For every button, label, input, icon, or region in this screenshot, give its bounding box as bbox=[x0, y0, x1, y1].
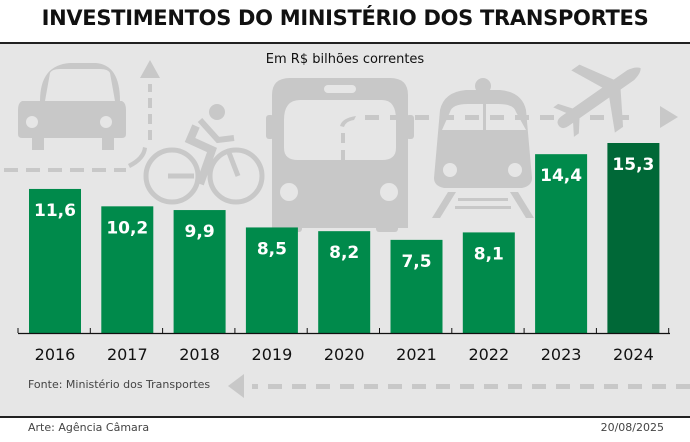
bar-2019 bbox=[245, 227, 298, 333]
bar-2018 bbox=[173, 210, 226, 333]
train-icon bbox=[432, 78, 534, 218]
dashed-arrow-up-icon bbox=[4, 60, 160, 172]
title-divider bbox=[0, 42, 690, 44]
x-tick-label: 2022 bbox=[468, 345, 509, 364]
bus-icon bbox=[266, 78, 414, 232]
chart-subtitle: Em R$ bilhões correntes bbox=[265, 52, 425, 67]
bar-value-label: 9,9 bbox=[185, 222, 215, 242]
bicycle-icon bbox=[143, 117, 265, 205]
bar-2024 bbox=[607, 143, 660, 333]
dashed-arrow-left-icon bbox=[228, 374, 690, 398]
bar-2021 bbox=[390, 239, 443, 333]
bar-value-label: 8,5 bbox=[257, 239, 287, 259]
bar-value-label: 8,2 bbox=[329, 243, 359, 263]
x-tick-label: 2024 bbox=[613, 345, 654, 364]
source-note: Fonte: Ministério dos Transportes bbox=[28, 378, 211, 391]
bar-value-label: 8,1 bbox=[474, 244, 504, 264]
publish-date: 20/08/2025 bbox=[600, 421, 664, 434]
bar-value-label: 14,4 bbox=[540, 166, 582, 186]
credit-note: Arte: Agência Câmara bbox=[28, 421, 150, 434]
chart-title: INVESTIMENTOS DO MINISTÉRIO DOS TRANSPOR… bbox=[41, 6, 649, 30]
background-icons bbox=[4, 60, 690, 398]
dashed-arrow-right-icon bbox=[340, 106, 678, 227]
x-tick-label: 2021 bbox=[396, 345, 437, 364]
bar-2020 bbox=[318, 231, 371, 333]
airplane-icon bbox=[553, 64, 641, 137]
bar-2016 bbox=[29, 188, 81, 333]
car-icon bbox=[18, 63, 126, 150]
bar-2023 bbox=[535, 154, 588, 333]
x-tick-label: 2018 bbox=[179, 345, 220, 364]
bar-value-label: 7,5 bbox=[401, 252, 431, 272]
cyclist-head bbox=[209, 104, 225, 120]
x-tick-label: 2020 bbox=[324, 345, 365, 364]
bar-2017 bbox=[101, 206, 154, 333]
bar-value-label: 11,6 bbox=[34, 201, 76, 221]
x-tick-label: 2023 bbox=[541, 345, 582, 364]
x-axis: 2016 2017 2018 2019 2020 2021 2022 2023 2024 bbox=[17, 328, 670, 364]
footer-divider bbox=[0, 416, 690, 418]
bar-2022 bbox=[462, 232, 515, 333]
x-tick-label: 2016 bbox=[35, 345, 76, 364]
bar-value-label: 15,3 bbox=[612, 155, 654, 175]
x-tick-label: 2017 bbox=[107, 345, 148, 364]
bars-group: 11,6 10,2 9,9 8,5 8,2 7,5 8,1 14,4 15,3 bbox=[29, 143, 660, 333]
x-tick-label: 2019 bbox=[252, 345, 293, 364]
bar-value-label: 10,2 bbox=[106, 218, 148, 238]
